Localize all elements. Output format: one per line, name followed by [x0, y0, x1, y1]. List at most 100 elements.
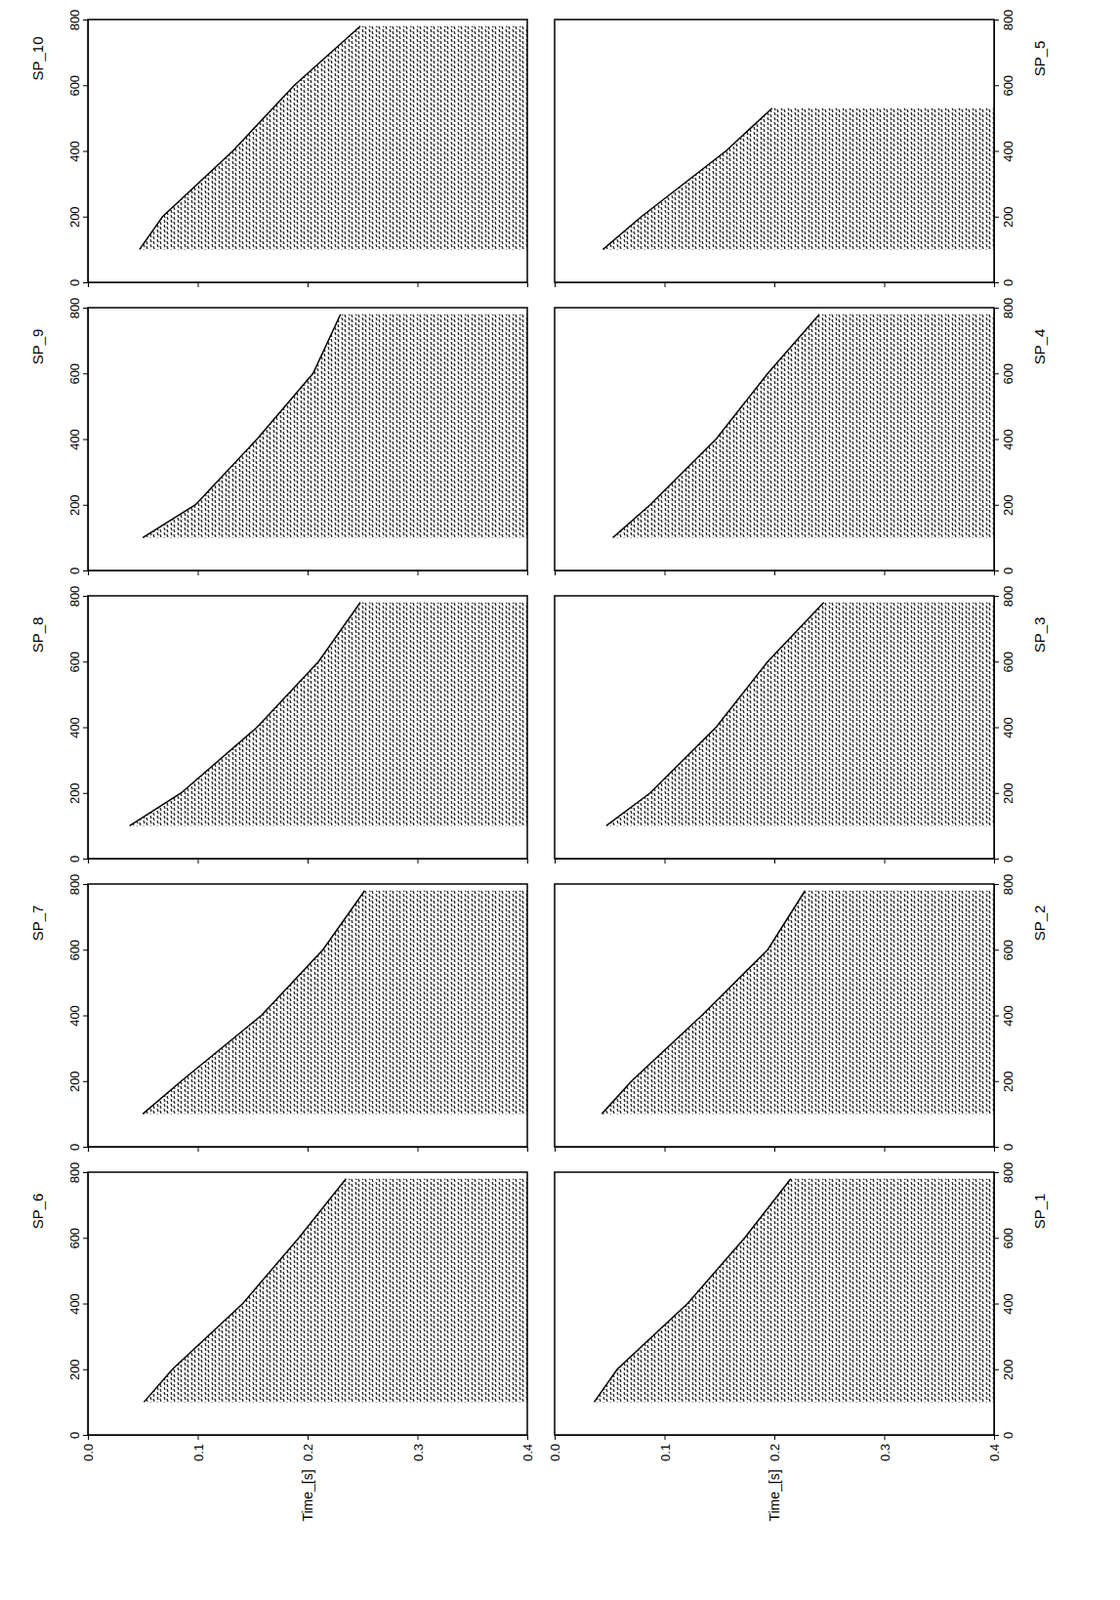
- tick-mark: [994, 661, 999, 663]
- tick-mark: [774, 858, 776, 864]
- tick-mark: [664, 1434, 666, 1440]
- tick: 200: [67, 1358, 88, 1380]
- tick: [417, 570, 419, 576]
- tick: [554, 1146, 556, 1152]
- tick-mark: [664, 1146, 666, 1152]
- marks: [143, 1178, 528, 1403]
- tick-label: 0: [67, 1143, 83, 1151]
- wavefield: [142, 890, 528, 1115]
- tick-label: 200: [67, 1070, 83, 1092]
- wavefield: [603, 108, 996, 250]
- tick: 0.1: [658, 1434, 673, 1461]
- tick: 0.0: [547, 1434, 563, 1461]
- tick-label: 800: [67, 585, 83, 608]
- axis-line: [995, 20, 1000, 284]
- tick-label: 800: [67, 297, 83, 320]
- tick-label: 600: [67, 75, 83, 97]
- tick-mark: [554, 570, 556, 576]
- tick: 0: [67, 1143, 88, 1151]
- tick: 0.2: [767, 1434, 783, 1461]
- tick-mark: [774, 1434, 776, 1440]
- offset-axis: 0200400600800: [67, 9, 89, 287]
- tick-label: 800: [1000, 585, 1016, 608]
- tick-mark: [82, 949, 88, 951]
- tick: 400: [994, 140, 1016, 163]
- tick: 600: [67, 651, 88, 673]
- tick: [198, 1146, 200, 1152]
- tick-mark: [82, 727, 88, 729]
- tick-mark: [307, 1434, 309, 1440]
- offset-axis: 0200400600800: [67, 1161, 89, 1439]
- tick: 200: [67, 782, 88, 804]
- tick-mark: [82, 1015, 88, 1017]
- tick-mark: [994, 1080, 999, 1082]
- axis-line: [995, 596, 1000, 860]
- tick-mark: [198, 858, 200, 864]
- tick-mark: [994, 1434, 999, 1436]
- tick-mark: [82, 439, 88, 441]
- axis-line: [995, 1172, 1000, 1436]
- tick-mark: [527, 570, 529, 576]
- tick: 0: [67, 567, 88, 575]
- offset-axis: 0200400600800: [67, 585, 89, 863]
- frame: [87, 595, 528, 859]
- marks: [594, 1178, 996, 1403]
- tick-label: 800: [1000, 297, 1016, 320]
- offset-axis: 0 200 400 600 800: [994, 1161, 1016, 1439]
- tick-mark: [198, 570, 200, 576]
- wavefield: [613, 314, 995, 539]
- offset-axis: 0200400600800: [994, 585, 1016, 863]
- panel-title: SP_7: [29, 905, 46, 942]
- tick: 800: [67, 9, 88, 32]
- tick: [527, 282, 529, 288]
- tick-label: 800: [1000, 873, 1016, 896]
- tick: [417, 282, 419, 288]
- tick-mark: [82, 1237, 88, 1239]
- offset-axis: 0200400600800: [994, 9, 1016, 287]
- tick: 800: [67, 297, 88, 320]
- tick: 0.2: [300, 1434, 316, 1461]
- tick-label: 0: [1000, 855, 1016, 863]
- tick-mark: [664, 858, 666, 864]
- tick-label: 0: [1000, 1431, 1016, 1439]
- tick-mark: [994, 1015, 999, 1017]
- tick: 400: [994, 1292, 1016, 1315]
- panel: 0200400600800SP_2: [554, 873, 1048, 1152]
- tick-label: 0: [67, 855, 83, 863]
- tick: 400: [67, 1004, 88, 1027]
- tick: [664, 1146, 666, 1152]
- marks: [606, 602, 995, 827]
- axis-line: [88, 1147, 529, 1153]
- tick-mark: [82, 1080, 88, 1082]
- tick-label: 200: [1000, 494, 1016, 516]
- tick-label: 200: [1000, 1358, 1016, 1380]
- tick-mark: [307, 1146, 309, 1152]
- offset-axis: 0200400600800: [994, 873, 1016, 1151]
- tick-label: 600: [67, 363, 83, 385]
- first-arrival: [142, 314, 341, 539]
- tick-label: 800: [67, 9, 83, 32]
- tick: 600: [994, 1227, 1016, 1249]
- panel: 0200400600800SP_9: [29, 297, 529, 576]
- tick-label: 200: [1000, 1070, 1016, 1092]
- tick: 600: [67, 75, 88, 97]
- tick-label: 600: [1000, 939, 1016, 961]
- panel: 0200400600800SP_10: [29, 9, 529, 288]
- tick: 400: [994, 716, 1016, 739]
- tick: 800: [994, 1161, 1016, 1184]
- frame: [554, 307, 995, 571]
- panel: 0.00.10.20.30.40200400600800SP_6Time_[s]: [29, 1161, 536, 1522]
- tick-mark: [82, 1303, 88, 1305]
- panel: 0200400600800SP_4: [554, 297, 1048, 576]
- tick-mark: [664, 282, 666, 288]
- tick: [527, 1146, 529, 1152]
- marks: [129, 602, 528, 827]
- tick: 800: [994, 297, 1016, 320]
- tick-label: 400: [67, 1292, 83, 1315]
- panel-title: SP_10: [29, 36, 46, 81]
- tick: [198, 570, 200, 576]
- panel-title: SP_5: [1031, 41, 1048, 78]
- tick-mark: [82, 661, 88, 663]
- tick-mark: [994, 595, 999, 597]
- tick-mark: [994, 570, 999, 572]
